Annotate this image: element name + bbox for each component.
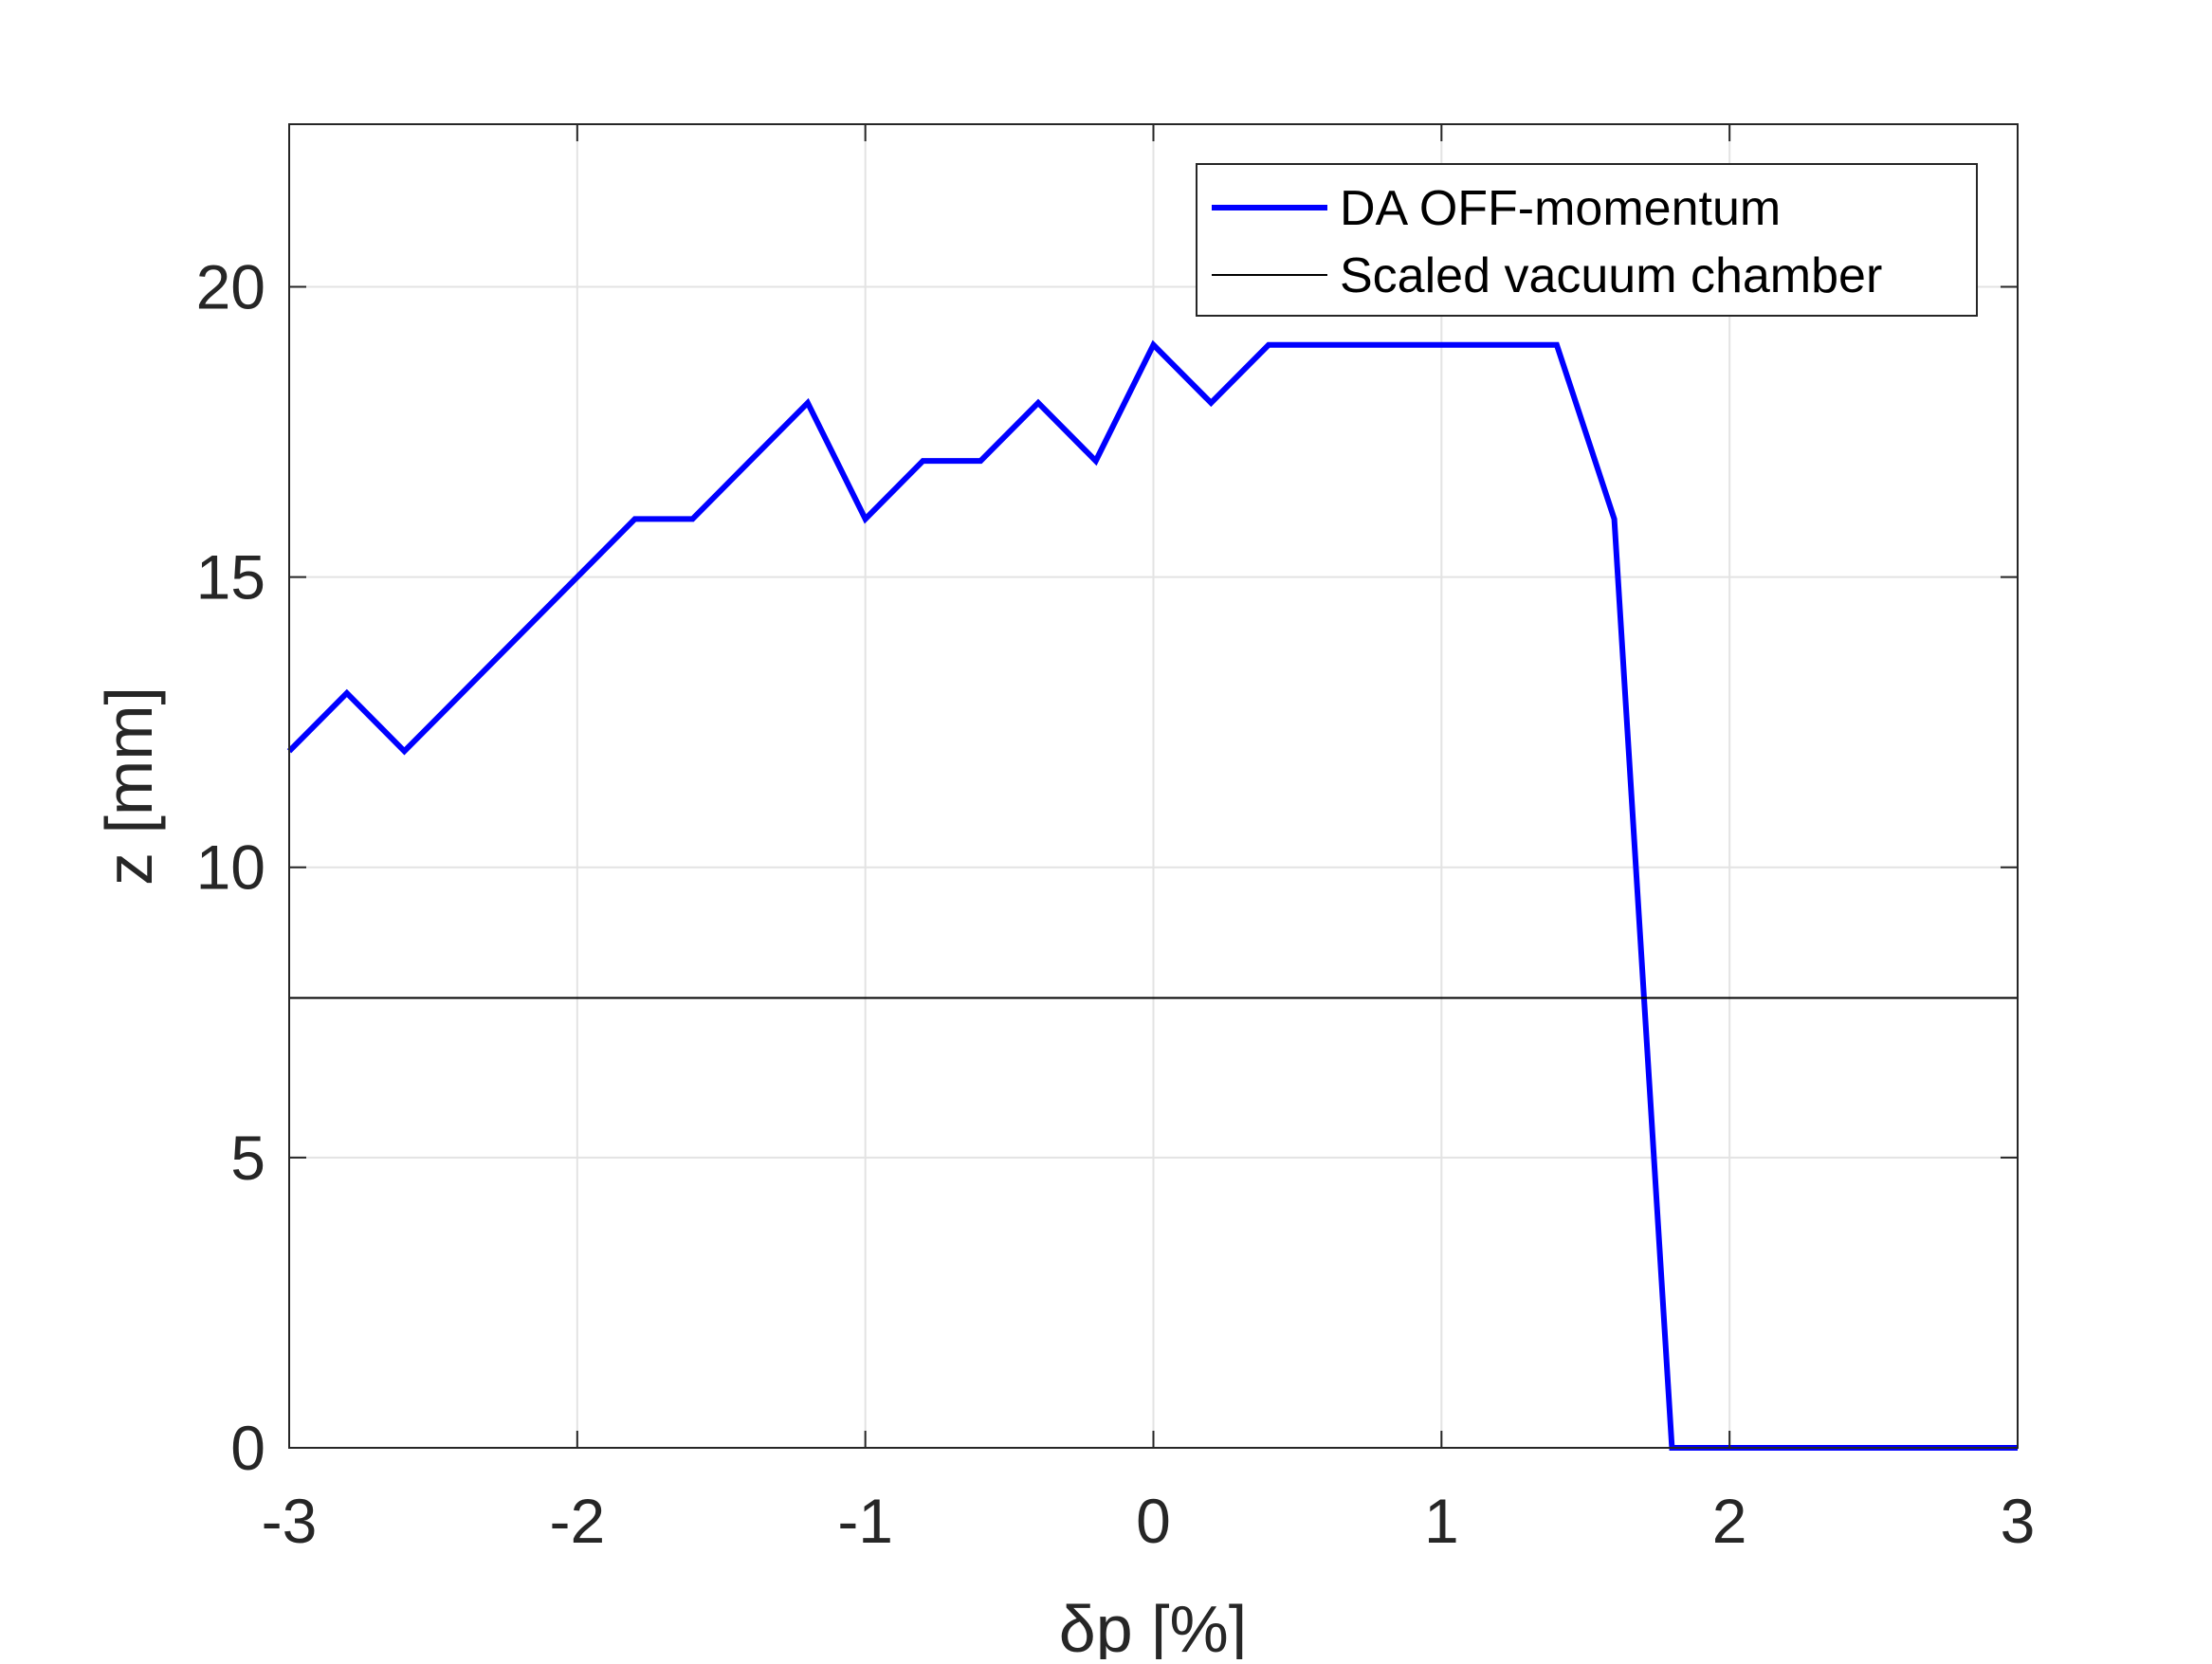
x-tick-label-minus-1: -1 bbox=[837, 1486, 893, 1556]
x-tick-label-1: 1 bbox=[1424, 1486, 1459, 1556]
y-axis-label: z [mm] bbox=[92, 686, 166, 886]
x-tick-label-2: 2 bbox=[1712, 1486, 1747, 1556]
y-tick-label-5: 5 bbox=[230, 1123, 265, 1193]
x-tick-label-minus-3: -3 bbox=[262, 1486, 318, 1556]
ticks bbox=[288, 124, 2019, 1449]
legend-label-scaled-vacuum-chamber: Scaled vacuum chamber bbox=[1340, 248, 1882, 303]
tick-labels: -3 -2 -1 0 1 2 3 0 5 10 15 20 bbox=[196, 251, 2036, 1556]
x-tick-label-0: 0 bbox=[1136, 1486, 1171, 1556]
legend-label-da-off-momentum: DA OFF-momentum bbox=[1340, 181, 1781, 236]
x-tick-label-minus-2: -2 bbox=[549, 1486, 605, 1556]
legend: DA OFF-momentum Scaled vacuum chamber bbox=[1196, 163, 1978, 317]
y-tick-label-20: 20 bbox=[196, 251, 265, 321]
x-axis-label: δp [%] bbox=[1059, 1592, 1247, 1659]
y-tick-label-15: 15 bbox=[196, 542, 265, 613]
legend-box bbox=[1196, 163, 1978, 317]
y-tick-label-0: 0 bbox=[230, 1413, 265, 1483]
x-tick-label-3: 3 bbox=[2001, 1486, 2036, 1556]
y-tick-label-10: 10 bbox=[196, 832, 265, 903]
